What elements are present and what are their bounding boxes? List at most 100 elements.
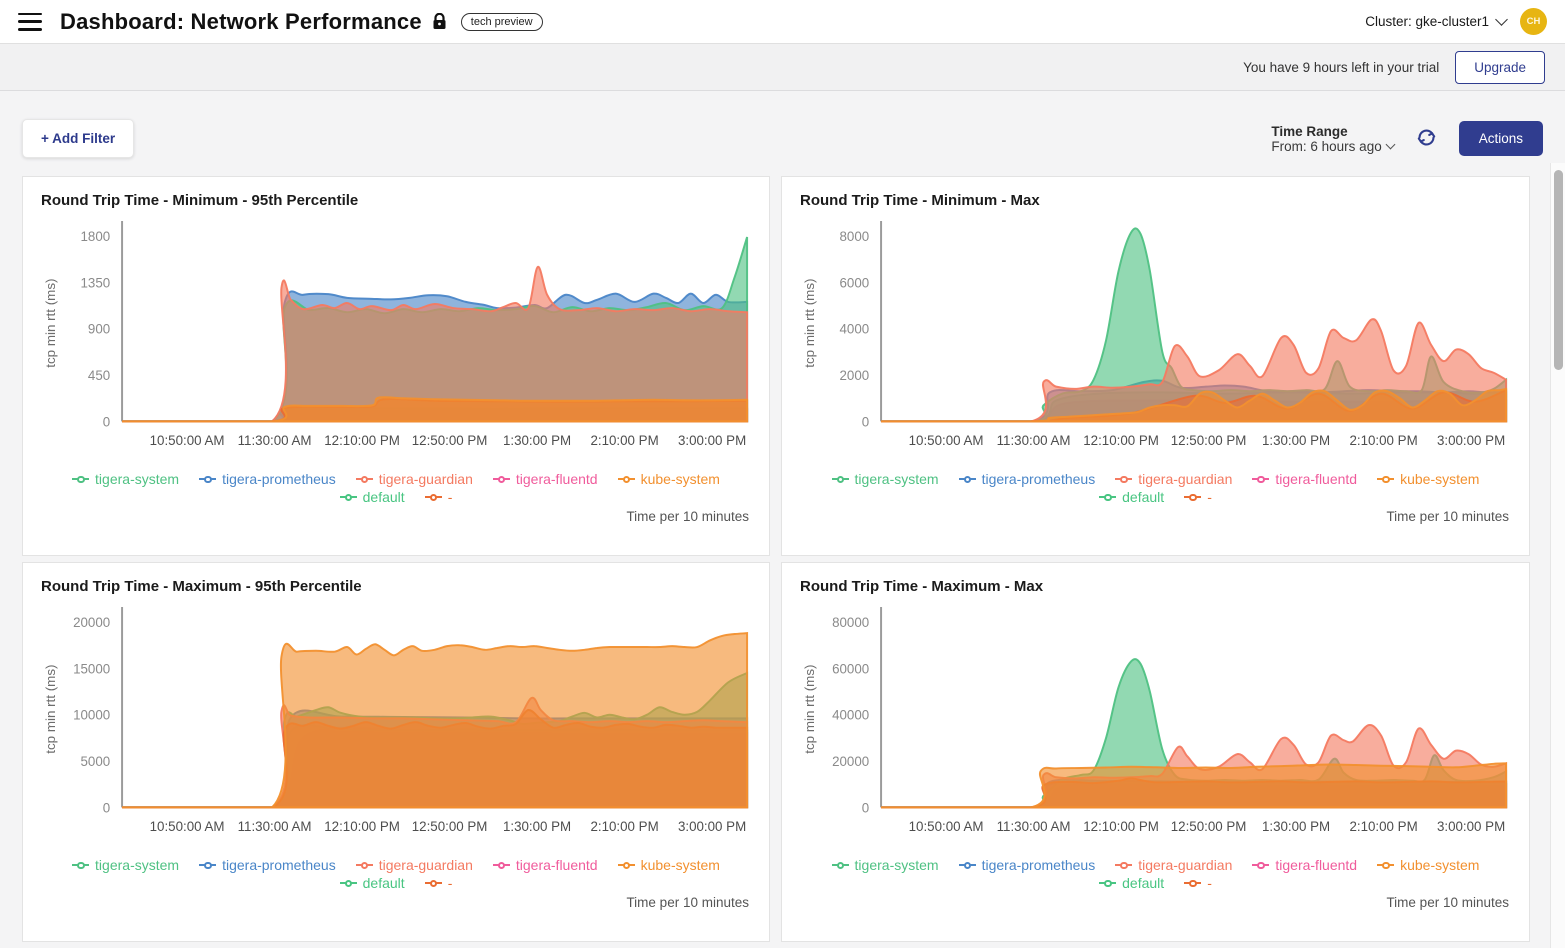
time-range-label: Time Range — [1271, 123, 1348, 139]
svg-text:2:10:00 PM: 2:10:00 PM — [590, 433, 658, 448]
chart-title: Round Trip Time - Minimum - Max — [800, 192, 1040, 209]
chart-legend: tigera-system tigera-prometheus tigera-gua… — [39, 471, 753, 487]
chart-legend: default - — [798, 875, 1513, 891]
legend-item[interactable]: kube-system — [617, 471, 720, 487]
svg-text:1:30:00 PM: 1:30:00 PM — [503, 819, 571, 834]
svg-text:40000: 40000 — [832, 708, 869, 723]
svg-text:0: 0 — [862, 414, 869, 429]
legend-item[interactable]: - — [424, 875, 453, 891]
chart-canvas[interactable]: 0 450 900 1350 1800 10:50:00 AM 11:30:00 AM 12:… — [39, 213, 755, 469]
chart-legend: default - — [39, 875, 753, 891]
chart-canvas[interactable]: 0 2000 4000 6000 8000 10:50:00 AM 11:30:00 AM 1… — [798, 213, 1514, 469]
svg-text:11:30:00 AM: 11:30:00 AM — [997, 819, 1071, 834]
legend-marker-icon — [339, 878, 357, 888]
legend-item[interactable]: tigera-fluentd — [1252, 471, 1357, 487]
svg-text:3:00:00 PM: 3:00:00 PM — [678, 433, 746, 448]
legend-label: tigera-prometheus — [222, 857, 336, 873]
svg-text:15000: 15000 — [73, 661, 110, 676]
svg-text:20000: 20000 — [832, 754, 869, 769]
legend-marker-icon — [1184, 492, 1202, 502]
time-range-value: From: 6 hours ago — [1271, 138, 1382, 154]
legend-item[interactable]: tigera-prometheus — [199, 857, 336, 873]
upgrade-button[interactable]: Upgrade — [1455, 50, 1545, 84]
legend-item[interactable]: tigera-prometheus — [958, 857, 1096, 873]
chart-canvas[interactable]: 0 20000 40000 60000 80000 10:50:00 AM 11:30:00… — [798, 599, 1514, 855]
legend-marker-icon — [831, 474, 849, 484]
legend-label: - — [447, 875, 453, 891]
legend-item[interactable]: default — [339, 489, 405, 505]
cluster-selector[interactable]: Cluster: gke-cluster1 — [1365, 13, 1508, 29]
legend-item[interactable]: kube-system — [617, 857, 720, 873]
legend-marker-icon — [958, 860, 976, 870]
legend-label: tigera-fluentd — [1275, 857, 1358, 873]
svg-text:12:10:00 PM: 12:10:00 PM — [1083, 433, 1159, 448]
chart-title: Round Trip Time - Maximum - Max — [800, 578, 1044, 595]
svg-text:tcp min rtt (ms): tcp min rtt (ms) — [802, 279, 817, 368]
svg-text:0: 0 — [103, 800, 110, 815]
page-scrollbar-thumb[interactable] — [1554, 170, 1563, 370]
legend-item[interactable]: tigera-system — [72, 471, 179, 487]
menu-icon[interactable] — [18, 12, 42, 31]
legend-item[interactable]: - — [1184, 875, 1212, 891]
legend-item[interactable]: tigera-guardian — [1115, 471, 1232, 487]
add-filter-button[interactable]: + Add Filter — [22, 119, 135, 158]
legend-item[interactable]: tigera-fluentd — [1252, 857, 1357, 873]
legend-label: tigera-prometheus — [981, 857, 1096, 873]
legend-marker-icon — [1184, 878, 1202, 888]
legend-label: tigera-fluentd — [515, 471, 598, 487]
legend-marker-icon — [1115, 474, 1133, 484]
legend-marker-icon — [424, 492, 442, 502]
legend-item[interactable]: tigera-fluentd — [492, 857, 598, 873]
legend-item[interactable]: tigera-guardian — [1115, 857, 1232, 873]
svg-text:tcp min rtt (ms): tcp min rtt (ms) — [43, 279, 58, 368]
legend-item[interactable]: tigera-system — [72, 857, 179, 873]
actions-button[interactable]: Actions — [1458, 121, 1543, 156]
legend-item[interactable]: tigera-guardian — [355, 857, 473, 873]
legend-item[interactable]: default — [1099, 875, 1164, 891]
chart-canvas[interactable]: 0 5000 10000 15000 20000 10:50:00 AM 11:30:00 … — [39, 599, 755, 855]
svg-text:12:50:00 PM: 12:50:00 PM — [1171, 819, 1247, 834]
legend-item[interactable]: kube-system — [1377, 857, 1479, 873]
legend-item[interactable]: tigera-guardian — [355, 471, 473, 487]
legend-item[interactable]: tigera-prometheus — [199, 471, 336, 487]
svg-text:11:30:00 AM: 11:30:00 AM — [997, 433, 1071, 448]
legend-marker-icon — [1099, 492, 1117, 502]
svg-text:20000: 20000 — [73, 615, 110, 630]
legend-item[interactable]: - — [1184, 489, 1212, 505]
chart-title: Round Trip Time - Minimum - 95th Percent… — [41, 192, 359, 209]
page-scrollbar-track — [1550, 163, 1565, 948]
legend-label: - — [447, 489, 453, 505]
legend-item[interactable]: tigera-prometheus — [958, 471, 1095, 487]
legend-item[interactable]: default — [1099, 489, 1164, 505]
refresh-button[interactable] — [1416, 127, 1437, 151]
legend-item[interactable]: tigera-fluentd — [492, 471, 598, 487]
trial-message: You have 9 hours left in your trial — [1243, 59, 1440, 75]
svg-text:12:50:00 PM: 12:50:00 PM — [1171, 433, 1247, 448]
legend-marker-icon — [1377, 474, 1395, 484]
legend-item[interactable]: tigera-system — [831, 471, 939, 487]
svg-text:10:50:00 AM: 10:50:00 AM — [150, 433, 225, 448]
legend-label: tigera-fluentd — [515, 857, 598, 873]
legend-label: tigera-system — [95, 471, 180, 487]
legend-marker-icon — [617, 474, 635, 484]
legend-item[interactable]: default — [339, 875, 405, 891]
lock-icon — [432, 13, 447, 30]
time-range-control[interactable]: Time Range From: 6 hours ago — [1271, 123, 1396, 154]
cluster-selector-label: Cluster: gke-cluster1 — [1365, 14, 1489, 29]
svg-text:1:30:00 PM: 1:30:00 PM — [1262, 819, 1330, 834]
legend-label: tigera-guardian — [378, 471, 473, 487]
svg-text:2000: 2000 — [840, 368, 870, 383]
legend-item[interactable]: - — [424, 489, 453, 505]
svg-text:4000: 4000 — [840, 322, 870, 337]
legend-label: tigera-guardian — [378, 857, 473, 873]
legend-label: - — [1207, 875, 1212, 891]
svg-text:1800: 1800 — [81, 229, 111, 244]
legend-item[interactable]: tigera-system — [831, 857, 939, 873]
legend-marker-icon — [1252, 860, 1270, 870]
legend-marker-icon — [1377, 860, 1395, 870]
svg-text:12:10:00 PM: 12:10:00 PM — [1083, 819, 1159, 834]
legend-label: kube-system — [1400, 857, 1480, 873]
avatar[interactable]: CH — [1520, 8, 1547, 35]
legend-item[interactable]: kube-system — [1377, 471, 1479, 487]
chart-x-axis-caption: Time per 10 minutes — [626, 509, 749, 524]
